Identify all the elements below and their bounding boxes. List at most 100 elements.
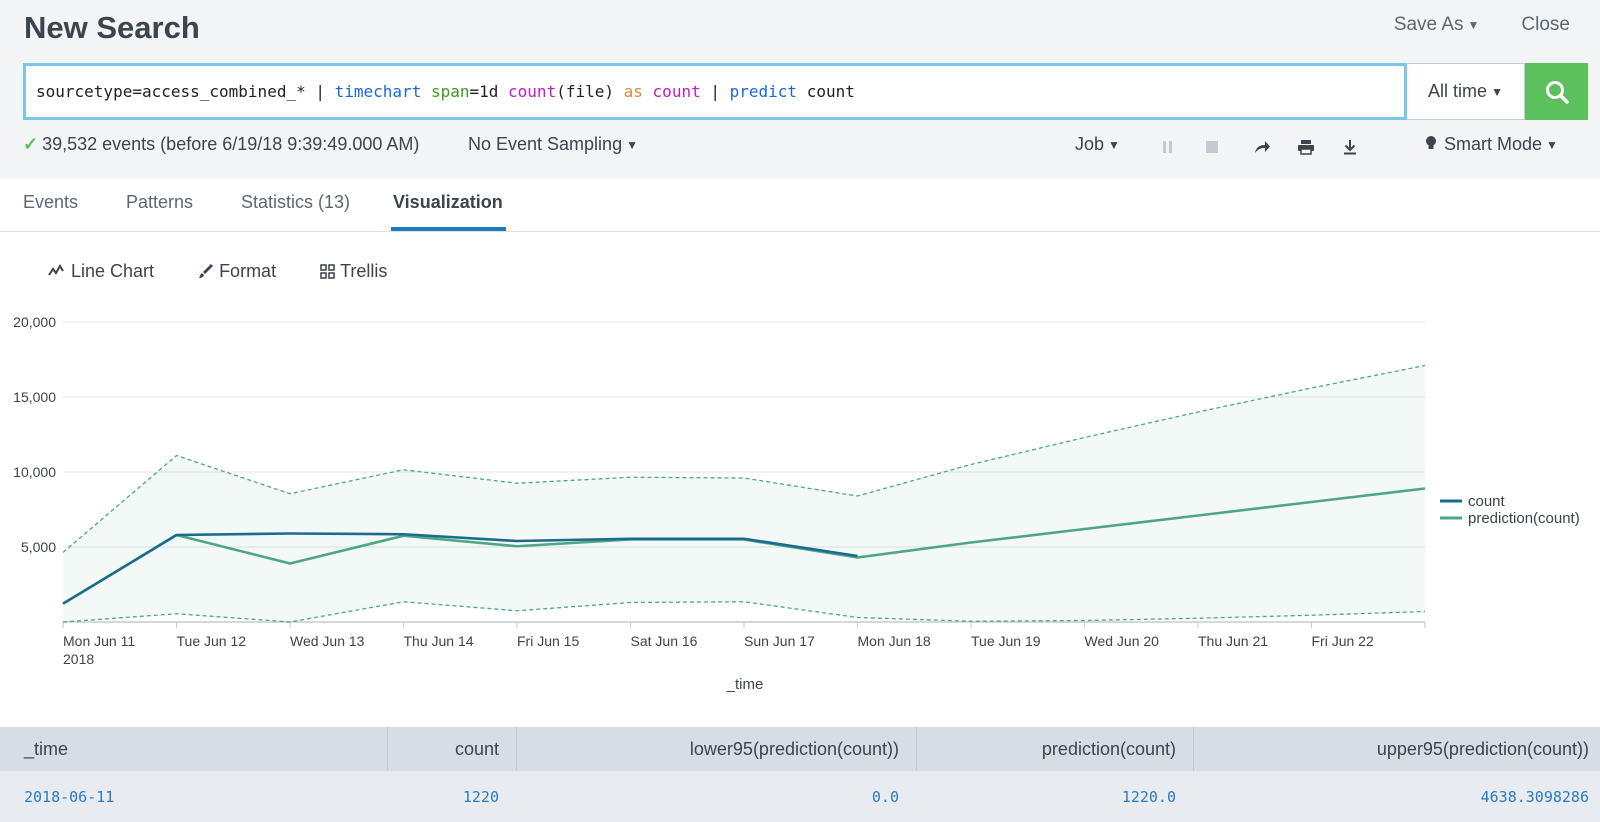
grid-icon	[320, 263, 335, 279]
x-axis-title: _time	[726, 676, 764, 693]
x-tick-label: Mon Jun 11	[63, 633, 135, 649]
job-label: Job	[1075, 134, 1105, 154]
share-button[interactable]	[1251, 136, 1273, 158]
job-menu[interactable]: Job ▼	[1075, 134, 1120, 155]
x-tick-label: Wed Jun 13	[290, 633, 365, 649]
column-header-lower95[interactable]: lower95(prediction(count))	[689, 738, 899, 759]
stop-button[interactable]	[1201, 136, 1223, 158]
visualization-toolbar: Line Chart Format Trellis	[48, 258, 387, 284]
search-header: New Search Save As ▼ Close sourcetype=acc…	[0, 0, 1600, 178]
search-button[interactable]	[1525, 63, 1588, 120]
tab-events[interactable]: Events	[23, 192, 79, 212]
column-header-prediction[interactable]: prediction(count)	[1041, 738, 1176, 759]
upper95-line	[62, 364, 1426, 553]
query-token: count	[508, 82, 557, 101]
x-tick-label: Mon Jun 18	[858, 633, 931, 649]
events-count-text: 39,532 events (before 6/19/18 9:39:49.00…	[42, 134, 420, 154]
query-token: as	[623, 82, 643, 101]
line-chart-icon	[48, 264, 64, 276]
chevron-down-icon: ▼	[1491, 84, 1503, 99]
line-chart-button[interactable]: Line Chart	[48, 258, 154, 284]
x-tick-label: Tue Jun 12	[177, 633, 247, 649]
search-mode-menu[interactable]: Smart Mode ▼	[1425, 134, 1558, 155]
query-token	[421, 82, 431, 101]
cell-count[interactable]: 1220	[462, 787, 499, 806]
line-chart: 5,000 10,000 15,000 20,000 Mon Jun 11 Tue Jun…	[13, 314, 1580, 693]
search-input[interactable]: sourcetype=access_combined_* | timechart…	[23, 63, 1407, 120]
cell-time[interactable]: 2018-06-11	[24, 787, 115, 806]
query-token	[643, 82, 653, 101]
trellis-button[interactable]: Trellis	[320, 258, 387, 284]
x-tick-label: Fri Jun 22	[1312, 633, 1374, 649]
header-actions: Save As ▼ Close	[1394, 14, 1570, 36]
query-token: timechart	[334, 82, 422, 101]
y-tick-label: 15,000	[13, 389, 56, 405]
line-chart-label: Line Chart	[71, 260, 155, 281]
query-token: sourcetype=access_combined_* |	[36, 82, 335, 101]
format-button[interactable]: Format	[198, 258, 276, 284]
event-sampling-label: No Event Sampling	[468, 134, 623, 154]
time-range-picker[interactable]: All time ▼	[1407, 63, 1525, 120]
page-title: New Search	[24, 10, 200, 45]
print-icon	[1298, 140, 1314, 155]
save-as-label: Save As	[1393, 14, 1464, 35]
trellis-label: Trellis	[340, 260, 388, 281]
search-icon	[1545, 80, 1569, 104]
y-tick-label: 10,000	[13, 464, 56, 480]
column-divider	[387, 727, 388, 771]
download-icon	[1344, 140, 1356, 155]
column-header-upper95[interactable]: upper95(prediction(count))	[1376, 738, 1589, 759]
x-tick-label: Thu Jun 21	[1198, 633, 1268, 649]
stop-icon	[1206, 141, 1218, 153]
chevron-down-icon: ▼	[626, 138, 638, 153]
column-divider	[1193, 727, 1194, 771]
column-header-time[interactable]: _time	[24, 738, 69, 759]
results-table: _time count lower95(prediction(count)) p…	[0, 727, 1600, 822]
column-divider	[516, 727, 517, 771]
close-button[interactable]: Close	[1521, 14, 1570, 35]
cell-upper95[interactable]: 4638.3098286	[1480, 787, 1589, 806]
y-tick-label: 5,000	[21, 539, 56, 555]
chevron-down-icon: ▼	[1467, 17, 1480, 32]
chevron-down-icon: ▼	[1546, 138, 1558, 153]
export-button[interactable]	[1339, 136, 1361, 158]
pause-icon	[1163, 141, 1172, 153]
print-button[interactable]	[1295, 136, 1317, 158]
lightbulb-icon	[1426, 136, 1436, 149]
x-tick-label: Thu Jun 14	[404, 633, 474, 649]
query-token: predict	[729, 82, 798, 101]
x-tick-label: Wed Jun 20	[1085, 633, 1160, 649]
table-row: 2018-06-11 1220 0.0 1220.0 4638.3098286	[0, 771, 1600, 822]
cell-prediction[interactable]: 1220.0	[1121, 787, 1176, 806]
lower95-line	[62, 601, 1426, 623]
query-token: count	[797, 82, 855, 101]
query-token: |	[700, 82, 730, 101]
results-tabs: Events Patterns Statistics (13) Visualiz…	[0, 178, 1600, 232]
query-token: (file)	[556, 82, 624, 101]
search-mode-label: Smart Mode	[1444, 134, 1543, 154]
tab-statistics[interactable]: Statistics (13)	[241, 192, 351, 212]
legend-label: prediction(count)	[1468, 510, 1580, 527]
time-range-label: All time	[1428, 81, 1488, 101]
y-tick-label: 20,000	[13, 314, 56, 330]
pause-button[interactable]	[1157, 136, 1179, 158]
search-bar: sourcetype=access_combined_* | timechart…	[23, 63, 1588, 120]
x-tick-label: Tue Jun 19	[971, 633, 1041, 649]
legend-label: count	[1468, 493, 1506, 510]
tab-visualization[interactable]: Visualization	[393, 192, 503, 212]
event-sampling-menu[interactable]: No Event Sampling ▼	[468, 134, 638, 155]
x-year-label: 2018	[63, 651, 94, 667]
brush-icon	[199, 264, 214, 278]
x-tick-label: Fri Jun 15	[517, 633, 579, 649]
checkmark-icon: ✓	[23, 134, 39, 154]
query-token: span	[430, 82, 470, 101]
save-as-menu[interactable]: Save As ▼	[1394, 14, 1480, 36]
share-icon	[1255, 141, 1270, 153]
tab-patterns[interactable]: Patterns	[126, 192, 194, 212]
cell-lower95[interactable]: 0.0	[871, 787, 899, 806]
table-header-row: _time count lower95(prediction(count)) p…	[0, 727, 1600, 771]
events-status: ✓ 39,532 events (before 6/19/18 9:39:49.0…	[23, 134, 419, 155]
query-token: count	[652, 82, 701, 101]
column-divider	[916, 727, 917, 771]
column-header-count[interactable]: count	[454, 738, 499, 759]
